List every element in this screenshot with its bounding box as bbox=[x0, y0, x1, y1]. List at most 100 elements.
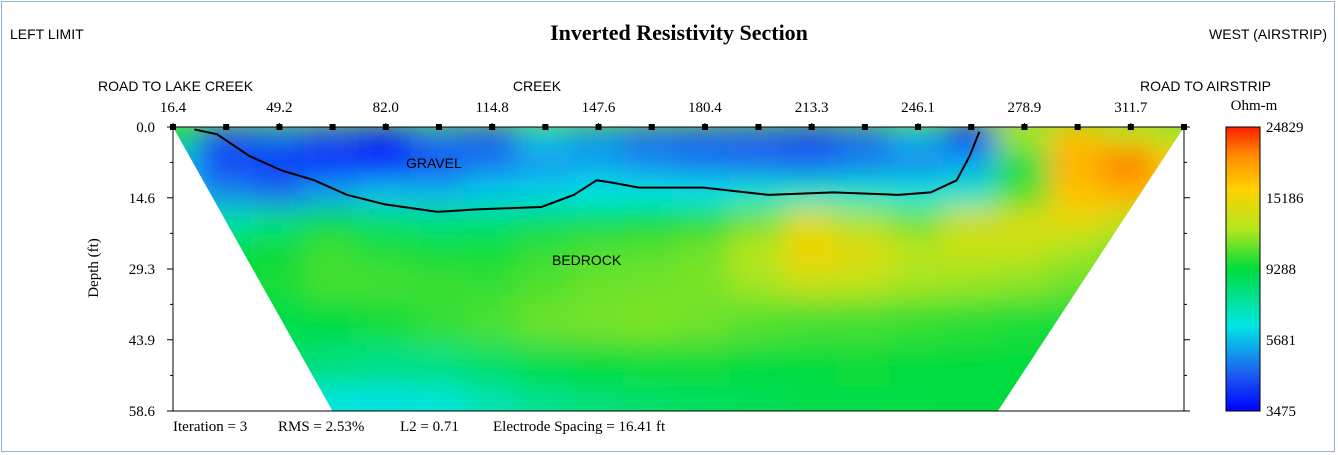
heat-cell bbox=[517, 299, 574, 347]
heat-cell bbox=[943, 343, 1000, 391]
heat-cell bbox=[783, 343, 840, 391]
y-tick-label: 29.3 bbox=[129, 262, 155, 278]
heat-cell bbox=[676, 266, 733, 304]
heat-cell bbox=[464, 266, 521, 304]
colorbar-tick-label: 9288 bbox=[1266, 262, 1296, 278]
heat-cell bbox=[517, 207, 574, 240]
heat-cell bbox=[304, 299, 361, 347]
y-tick-label: 58.6 bbox=[129, 404, 156, 420]
heat-cell bbox=[676, 178, 733, 211]
heat-cell bbox=[517, 149, 574, 182]
road-right-label: ROAD TO AIRSTRIP bbox=[1140, 78, 1271, 94]
heat-cell bbox=[1102, 387, 1159, 433]
heat-cell bbox=[357, 266, 414, 304]
heat-cell bbox=[623, 207, 680, 240]
heat-cell bbox=[1049, 207, 1106, 240]
heat-cell bbox=[783, 299, 840, 347]
heat-cell bbox=[304, 266, 361, 304]
heat-cell bbox=[1049, 149, 1106, 182]
x-tick-label: 114.8 bbox=[476, 100, 509, 116]
heat-cell bbox=[996, 149, 1053, 182]
heat-cell bbox=[357, 207, 414, 240]
heat-cell bbox=[357, 236, 414, 269]
heat-cell bbox=[251, 236, 308, 269]
colorbar bbox=[1226, 127, 1260, 411]
heat-cell bbox=[198, 207, 255, 240]
electrode-marker bbox=[968, 124, 974, 130]
heat-cell bbox=[676, 343, 733, 391]
heat-cell bbox=[410, 343, 467, 391]
heat-cell bbox=[251, 149, 308, 182]
heat-cell bbox=[1102, 149, 1159, 182]
heat-cell bbox=[464, 236, 521, 269]
right-limit-label: WEST (AIRSTRIP) bbox=[1209, 26, 1327, 42]
heat-cell bbox=[836, 207, 893, 240]
road-left-label: ROAD TO LAKE CREEK bbox=[98, 78, 254, 94]
y-axis-label: Depth (ft) bbox=[86, 238, 102, 298]
heat-cell bbox=[996, 343, 1053, 391]
heat-cell bbox=[1049, 299, 1106, 347]
y-tick-label: 43.9 bbox=[129, 333, 155, 349]
heat-cell bbox=[198, 343, 255, 391]
heat-cell bbox=[783, 387, 840, 433]
heat-cell bbox=[1102, 299, 1159, 347]
heat-cell bbox=[783, 236, 840, 269]
x-tick-label: 213.3 bbox=[795, 100, 829, 116]
electrode-marker bbox=[1075, 124, 1081, 130]
heat-cell bbox=[1102, 178, 1159, 211]
heat-cell bbox=[623, 178, 680, 211]
heat-cell bbox=[676, 149, 733, 182]
heat-cell bbox=[889, 299, 946, 347]
heat-cell bbox=[623, 149, 680, 182]
heat-cell bbox=[1049, 178, 1106, 211]
heat-cell bbox=[783, 207, 840, 240]
heat-cell bbox=[836, 387, 893, 433]
gravel-label: GRAVEL bbox=[406, 155, 462, 171]
heat-cell bbox=[996, 236, 1053, 269]
electrode-marker bbox=[915, 124, 921, 130]
electrode-marker bbox=[436, 124, 442, 130]
iteration-text: Iteration = 3 bbox=[173, 419, 247, 435]
electrode-marker bbox=[1021, 124, 1027, 130]
creek-label: CREEK bbox=[513, 78, 562, 94]
electrode-marker bbox=[1128, 124, 1134, 130]
x-tick-label: 311.7 bbox=[1114, 100, 1148, 116]
heat-cell bbox=[943, 387, 1000, 433]
heat-cell bbox=[676, 387, 733, 433]
electrode-marker bbox=[542, 124, 548, 130]
heat-cell bbox=[304, 236, 361, 269]
heat-cell bbox=[730, 387, 787, 433]
heat-cell bbox=[996, 387, 1053, 433]
electrode-marker bbox=[330, 124, 336, 130]
heat-cell bbox=[570, 343, 627, 391]
heat-cell bbox=[889, 387, 946, 433]
heat-cell bbox=[836, 236, 893, 269]
heat-cell bbox=[730, 207, 787, 240]
rms-text: RMS = 2.53% bbox=[278, 419, 364, 435]
heat-cell bbox=[251, 343, 308, 391]
heat-cell bbox=[943, 299, 1000, 347]
colorbar-labels: 2482915186928856813475 bbox=[1266, 120, 1304, 420]
left-limit-label: LEFT LIMIT bbox=[10, 26, 84, 42]
heat-cell bbox=[836, 149, 893, 182]
heat-cell bbox=[836, 299, 893, 347]
heat-cell bbox=[410, 299, 467, 347]
heat-cell bbox=[623, 343, 680, 391]
heat-cell bbox=[304, 178, 361, 211]
electrode-marker bbox=[383, 124, 389, 130]
heat-cell bbox=[410, 178, 467, 211]
heat-cell bbox=[570, 266, 627, 304]
heat-cell bbox=[623, 266, 680, 304]
heat-cell bbox=[943, 266, 1000, 304]
heat-cell bbox=[1102, 236, 1159, 269]
heat-cell bbox=[1049, 343, 1106, 391]
heat-cell bbox=[676, 207, 733, 240]
x-tick-label: 49.2 bbox=[266, 100, 292, 116]
colorbar-tick-label: 3475 bbox=[1266, 404, 1296, 420]
electrode-marker bbox=[649, 124, 655, 130]
heat-cell bbox=[251, 207, 308, 240]
heat-cell bbox=[570, 207, 627, 240]
y-tick-label: 14.6 bbox=[129, 191, 156, 207]
electrode-marker bbox=[489, 124, 495, 130]
